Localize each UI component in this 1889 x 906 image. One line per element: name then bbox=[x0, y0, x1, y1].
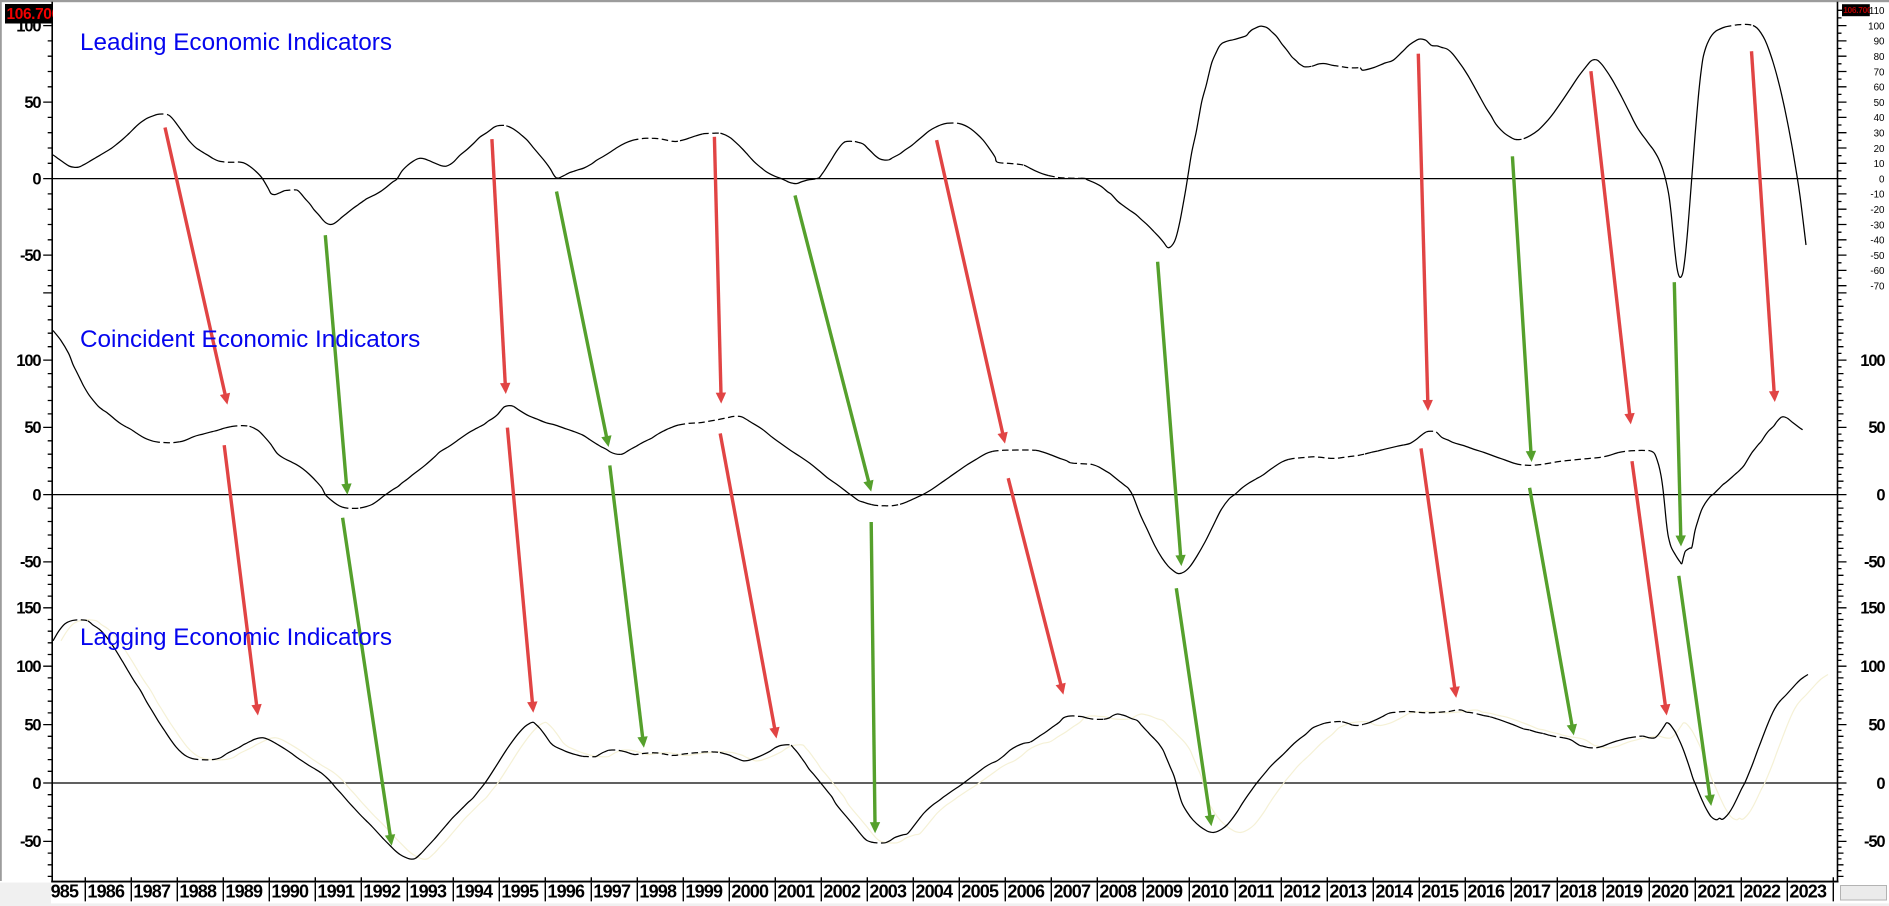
svg-text:2016: 2016 bbox=[1467, 882, 1505, 902]
svg-text:106.700: 106.700 bbox=[7, 6, 60, 23]
svg-text:50: 50 bbox=[24, 716, 41, 734]
svg-text:1997: 1997 bbox=[593, 882, 631, 902]
svg-text:1999: 1999 bbox=[685, 882, 723, 902]
svg-text:1991: 1991 bbox=[317, 882, 355, 902]
svg-text:50: 50 bbox=[1868, 419, 1885, 437]
svg-text:2019: 2019 bbox=[1605, 882, 1643, 902]
svg-text:2005: 2005 bbox=[961, 882, 999, 902]
svg-text:106.700: 106.700 bbox=[1843, 5, 1872, 15]
svg-text:1990: 1990 bbox=[271, 882, 309, 902]
svg-text:1993: 1993 bbox=[409, 882, 447, 902]
svg-text:80: 80 bbox=[1874, 52, 1885, 63]
svg-text:50: 50 bbox=[1874, 98, 1885, 109]
svg-text:50: 50 bbox=[24, 94, 41, 112]
svg-text:2012: 2012 bbox=[1283, 882, 1321, 902]
svg-text:1992: 1992 bbox=[363, 882, 401, 902]
svg-text:2022: 2022 bbox=[1743, 882, 1781, 902]
svg-text:2002: 2002 bbox=[823, 882, 861, 902]
svg-text:2018: 2018 bbox=[1559, 882, 1597, 902]
svg-text:2015: 2015 bbox=[1421, 882, 1459, 902]
svg-text:50: 50 bbox=[24, 419, 41, 437]
svg-text:0: 0 bbox=[1879, 174, 1885, 185]
svg-text:150: 150 bbox=[1860, 600, 1885, 618]
svg-text:2010: 2010 bbox=[1191, 882, 1229, 902]
svg-text:100: 100 bbox=[1868, 21, 1885, 32]
svg-text:2021: 2021 bbox=[1697, 882, 1735, 902]
svg-text:2008: 2008 bbox=[1099, 882, 1137, 902]
svg-text:-50: -50 bbox=[1864, 554, 1885, 572]
svg-text:2023: 2023 bbox=[1789, 882, 1827, 902]
svg-text:-60: -60 bbox=[1870, 266, 1885, 277]
svg-text:2009: 2009 bbox=[1145, 882, 1183, 902]
svg-text:0: 0 bbox=[32, 775, 41, 793]
svg-text:Leading Economic Indicators: Leading Economic Indicators bbox=[80, 29, 392, 56]
svg-text:1987: 1987 bbox=[133, 882, 171, 902]
svg-text:2000: 2000 bbox=[731, 882, 769, 902]
svg-text:50: 50 bbox=[1868, 716, 1885, 734]
svg-text:10: 10 bbox=[1874, 159, 1885, 170]
svg-text:-40: -40 bbox=[1870, 236, 1885, 247]
svg-text:2007: 2007 bbox=[1053, 882, 1091, 902]
svg-text:1998: 1998 bbox=[639, 882, 677, 902]
svg-text:70: 70 bbox=[1874, 67, 1885, 78]
svg-text:2001: 2001 bbox=[777, 882, 815, 902]
svg-text:-10: -10 bbox=[1870, 190, 1885, 201]
svg-text:-50: -50 bbox=[1864, 833, 1885, 851]
svg-text:1996: 1996 bbox=[547, 882, 585, 902]
svg-text:Coincident Economic Indicators: Coincident Economic Indicators bbox=[80, 326, 420, 353]
svg-text:20: 20 bbox=[1874, 144, 1885, 155]
svg-text:1988: 1988 bbox=[179, 882, 217, 902]
svg-text:150: 150 bbox=[16, 600, 41, 618]
svg-text:2017: 2017 bbox=[1513, 882, 1551, 902]
svg-text:1995: 1995 bbox=[501, 882, 539, 902]
svg-text:30: 30 bbox=[1874, 129, 1885, 140]
svg-text:2004: 2004 bbox=[915, 882, 953, 902]
svg-text:60: 60 bbox=[1874, 83, 1885, 94]
svg-text:2006: 2006 bbox=[1007, 882, 1045, 902]
svg-text:2003: 2003 bbox=[869, 882, 907, 902]
svg-text:2011: 2011 bbox=[1238, 882, 1275, 902]
svg-text:100: 100 bbox=[16, 352, 41, 370]
svg-text:-30: -30 bbox=[1870, 220, 1885, 231]
svg-text:-20: -20 bbox=[1870, 205, 1885, 216]
svg-text:2013: 2013 bbox=[1329, 882, 1367, 902]
svg-text:-50: -50 bbox=[20, 833, 41, 851]
svg-text:Lagging Economic Indicators: Lagging Economic Indicators bbox=[80, 624, 392, 651]
svg-text:0: 0 bbox=[32, 170, 41, 188]
svg-text:90: 90 bbox=[1874, 37, 1885, 48]
svg-text:100: 100 bbox=[1860, 352, 1885, 370]
svg-text:-50: -50 bbox=[1870, 251, 1885, 262]
svg-text:1989: 1989 bbox=[225, 882, 263, 902]
svg-text:110: 110 bbox=[1869, 6, 1885, 17]
svg-text:40: 40 bbox=[1874, 113, 1885, 124]
svg-text:100: 100 bbox=[16, 658, 41, 676]
svg-text:100: 100 bbox=[1860, 658, 1885, 676]
svg-text:1986: 1986 bbox=[87, 882, 125, 902]
svg-text:0: 0 bbox=[32, 486, 41, 504]
svg-text:2020: 2020 bbox=[1651, 882, 1689, 902]
svg-text:-50: -50 bbox=[20, 554, 41, 572]
svg-text:-70: -70 bbox=[1870, 282, 1885, 293]
svg-text:0: 0 bbox=[1876, 486, 1885, 504]
svg-text:-50: -50 bbox=[20, 247, 41, 265]
svg-text:2014: 2014 bbox=[1375, 882, 1413, 902]
svg-text:1994: 1994 bbox=[455, 882, 493, 902]
svg-text:0: 0 bbox=[1876, 775, 1885, 793]
